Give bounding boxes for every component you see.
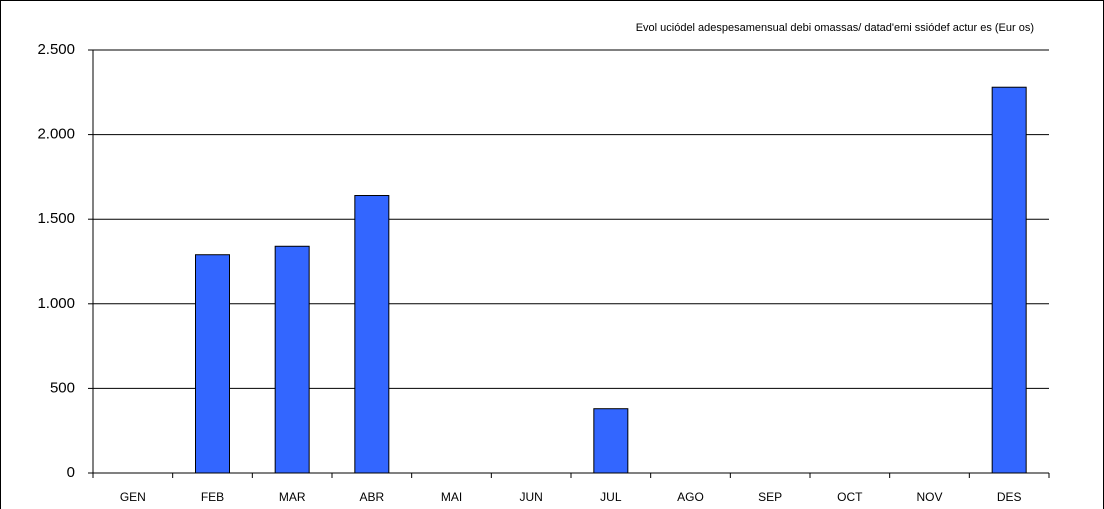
y-tick-label: 1.500 <box>37 210 75 227</box>
x-tick-label: NOV <box>916 490 942 504</box>
bar <box>354 195 390 474</box>
x-tick-label: ABR <box>359 490 384 504</box>
bar <box>593 408 629 474</box>
y-tick-label: 2.500 <box>37 41 75 58</box>
y-tick-label: 1.000 <box>37 295 75 312</box>
x-tick-label: FEB <box>201 490 224 504</box>
x-tick-label: DES <box>997 490 1022 504</box>
x-tick-label: SEP <box>758 490 782 504</box>
chart-title: Evol uciódel adespesamensual debi omassa… <box>636 22 1034 34</box>
x-tick-label: MAR <box>279 490 306 504</box>
bar <box>991 86 1027 474</box>
x-tick-label: JUL <box>600 490 622 504</box>
x-tick-label: JUN <box>519 490 542 504</box>
y-tick-label: 2.000 <box>37 126 75 143</box>
x-tick-label: GEN <box>120 490 146 504</box>
x-tick-label: MAI <box>441 490 462 504</box>
x-tick-label: AGO <box>677 490 704 504</box>
y-tick-label: 0 <box>67 464 75 481</box>
x-tick-label: OCT <box>837 490 863 504</box>
bar <box>274 245 310 474</box>
y-tick-label: 500 <box>50 379 75 396</box>
bar <box>195 254 230 474</box>
